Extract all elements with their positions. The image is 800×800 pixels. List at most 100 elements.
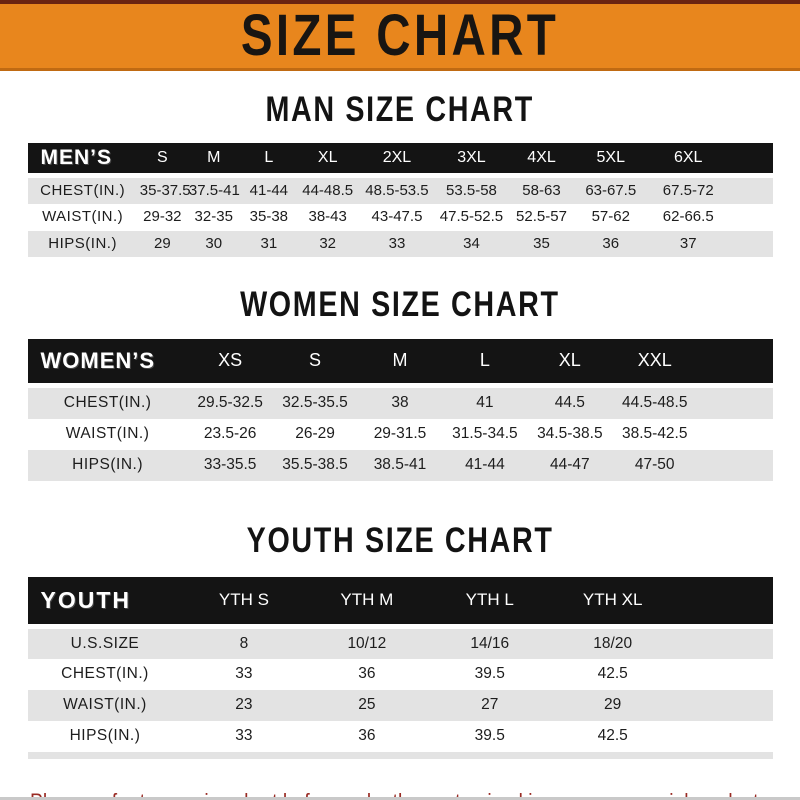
header-spacer-cell [674,576,773,629]
size-value-cell: 27 [428,690,552,722]
size-value-cell: 57-62 [591,208,630,226]
size-value-cell: 39.5 [474,727,505,745]
size-value-cell: 8 [182,626,306,660]
row-spacer-cell [674,721,772,755]
men-size-table: MEN’S S M L XL 2XL 3XL 4XL 5XL 6XL CHEST(IN.) 35-37… [27,143,773,257]
size-value-cell: 41-44 [240,175,298,205]
measurement-row-label: WAIST(IN.) [27,690,183,722]
size-value-cell: 47.5-52.5 [439,208,504,226]
size-value-cell: 37.5-41 [186,175,241,205]
size-column-header: YTH M [305,576,429,629]
size-value-cell: 36 [358,727,376,745]
size-column-header: 2XL [358,143,436,178]
size-value-cell: 18/20 [551,626,675,660]
row-spacer-cell [674,690,773,722]
measurement-row-label: HIPS(IN.) [69,727,141,745]
order-disclaimer: Please refer to our size chart before or… [30,786,800,800]
size-value-cell: 32.5-35.5 [272,385,358,419]
size-value-cell: 38-43 [308,208,347,226]
size-value-cell: 37 [645,230,731,257]
header-spacer-cell [697,338,773,388]
size-column-header: YTH XL [551,576,675,629]
size-column-header: L [442,338,528,388]
size-value-cell: 44-48.5 [297,175,359,205]
size-value-cell: 35-37.5 [137,175,191,205]
size-value-cell: 58-63 [507,175,576,205]
size-value-cell: 23.5-26 [203,424,257,442]
size-value-cell: 44.5-48.5 [612,385,698,419]
measurement-row-label: CHEST(IN.) [61,665,149,683]
size-value-cell: 44-47 [527,449,613,481]
size-column-header: YTH L [428,576,552,629]
size-value-cell: 44.5 [527,385,613,419]
row-spacer-cell [730,230,773,257]
size-value-cell: 34.5-38.5 [537,424,603,442]
size-column-header: 3XL [435,143,508,178]
size-value-cell: 31.5-34.5 [452,424,518,442]
size-value-cell: 14/16 [428,626,552,660]
size-value-cell: 42.5 [597,727,628,745]
measurement-row-label: WAIST(IN.) [65,424,150,442]
header-spacer-cell [730,143,773,178]
size-column-header: XL [297,143,359,178]
size-value-cell: 62-66.5 [662,208,714,226]
size-value-cell: 23 [182,690,306,722]
size-value-cell: 35.5-38.5 [272,449,358,481]
size-value-cell: 38 [357,385,443,419]
size-value-cell: 36 [575,230,646,257]
size-value-cell: 10/12 [305,626,429,660]
size-value-cell: 43-47.5 [371,208,423,226]
size-value-cell: 29 [551,690,675,722]
size-value-cell: 29-31.5 [373,424,427,442]
women-section-title-text: WOMEN SIZE CHART [240,284,560,324]
youth-size-table: YOUTH YTH S YTH M YTH L YTH XL U.S.SIZE 8 10/12… [27,576,773,760]
women-size-table: WOMEN’S XS S M L XL XXL CHEST(IN.) 29.5-32.5 32.5… [27,338,773,481]
measurement-row-label: CHEST(IN.) [27,385,188,419]
row-spacer-cell [697,449,773,481]
row-spacer-cell [730,175,773,205]
disclaimer-line-1: Please refer to our size chart before or… [30,786,774,800]
size-value-cell: 41 [442,385,528,419]
size-value-cell: 33 [235,727,253,745]
size-value-cell: 30 [186,230,241,257]
table-group-label: WOMEN’S [27,338,188,388]
size-column-header: YTH S [182,576,306,629]
size-column-header: 6XL [645,143,731,178]
size-value-cell: 47-50 [612,449,698,481]
size-value-cell: 35 [507,230,576,257]
size-value-cell: 33 [235,665,253,683]
women-section-title: WOMEN SIZE CHART [0,287,800,322]
size-column-header: XS [187,338,273,388]
youth-section-title: YOUTH SIZE CHART [0,523,800,558]
size-value-cell: 26-29 [295,424,335,442]
size-value-cell: 67.5-72 [645,175,731,205]
size-value-cell: 36 [358,665,376,683]
size-value-cell: 33 [358,230,436,257]
size-column-header: S [272,338,358,388]
size-value-cell: 38.5-41 [357,449,443,481]
table-group-label: YOUTH [27,576,183,629]
youth-section-title-text: YOUTH SIZE CHART [246,520,554,560]
size-column-header: M [186,143,241,178]
size-column-header: XXL [612,338,698,388]
row-spacer-cell [731,204,773,230]
size-value-cell: 32 [297,230,359,257]
size-value-cell: 35-38 [249,208,289,226]
size-value-cell: 29 [137,230,187,257]
size-value-cell: 41-44 [442,449,528,481]
bottom-divider [0,797,800,800]
size-value-cell: 63-67.5 [575,175,646,205]
measurement-row-label: CHEST(IN.) [27,175,138,205]
size-value-cell: 29-32 [143,208,182,226]
size-column-header: S [137,143,187,178]
size-value-cell: 48.5-53.5 [358,175,436,205]
measurement-row-label: U.S.SIZE [27,626,183,660]
size-value-cell: 25 [305,690,429,722]
size-value-cell: 32-35 [194,208,233,226]
size-column-header: L [240,143,298,178]
size-value-cell: 42.5 [597,665,628,683]
measurement-row-label: WAIST(IN.) [42,208,124,226]
measurement-row-label: HIPS(IN.) [27,230,138,257]
row-spacer-cell [674,626,773,660]
